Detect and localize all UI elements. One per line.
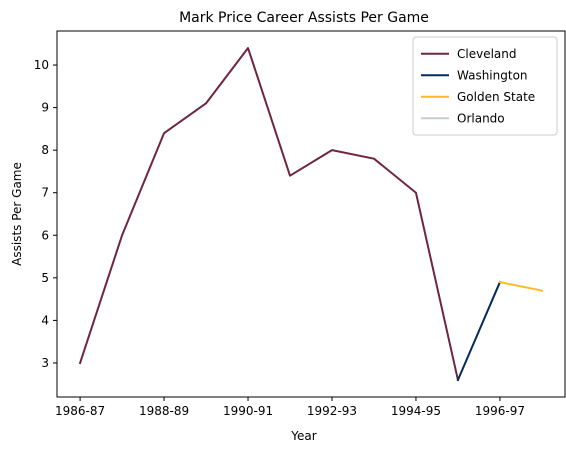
x-tick-label: 1986-87 (55, 404, 105, 418)
y-tick-label: 7 (41, 186, 49, 200)
chart-title: Mark Price Career Assists Per Game (179, 10, 429, 26)
series-line-cleveland (78, 47, 460, 382)
legend-label-cleveland: Cleveland (457, 47, 517, 61)
y-tick-label: 6 (41, 228, 49, 242)
x-tick-label: 1996-97 (475, 404, 525, 418)
x-tick-label: 1994-95 (391, 404, 441, 418)
legend-box (412, 36, 558, 136)
series-line-washington (456, 280, 502, 382)
x-tick-label: 1990-91 (223, 404, 273, 418)
legend-label-golden-state: Golden State (457, 90, 535, 104)
y-tick-label: 8 (41, 143, 49, 157)
y-tick-label: 5 (41, 271, 49, 285)
x-axis-title: Year (290, 429, 316, 443)
plot-frame (56, 30, 566, 398)
y-axis-title: Assists Per Game (10, 162, 24, 266)
legend: Cleveland Washington Golden State Orlando (412, 36, 558, 136)
y-tick-label: 4 (41, 313, 49, 327)
y-tick-label: 3 (41, 356, 49, 370)
legend-label-orlando: Orlando (457, 111, 505, 125)
y-tick-label: 10 (34, 58, 49, 72)
y-tick-label: 9 (41, 101, 49, 115)
legend-label-washington: Washington (457, 68, 528, 82)
series-line-golden-state (498, 280, 544, 292)
x-tick-label: 1988-89 (139, 404, 189, 418)
x-tick-label: 1992-93 (307, 404, 357, 418)
